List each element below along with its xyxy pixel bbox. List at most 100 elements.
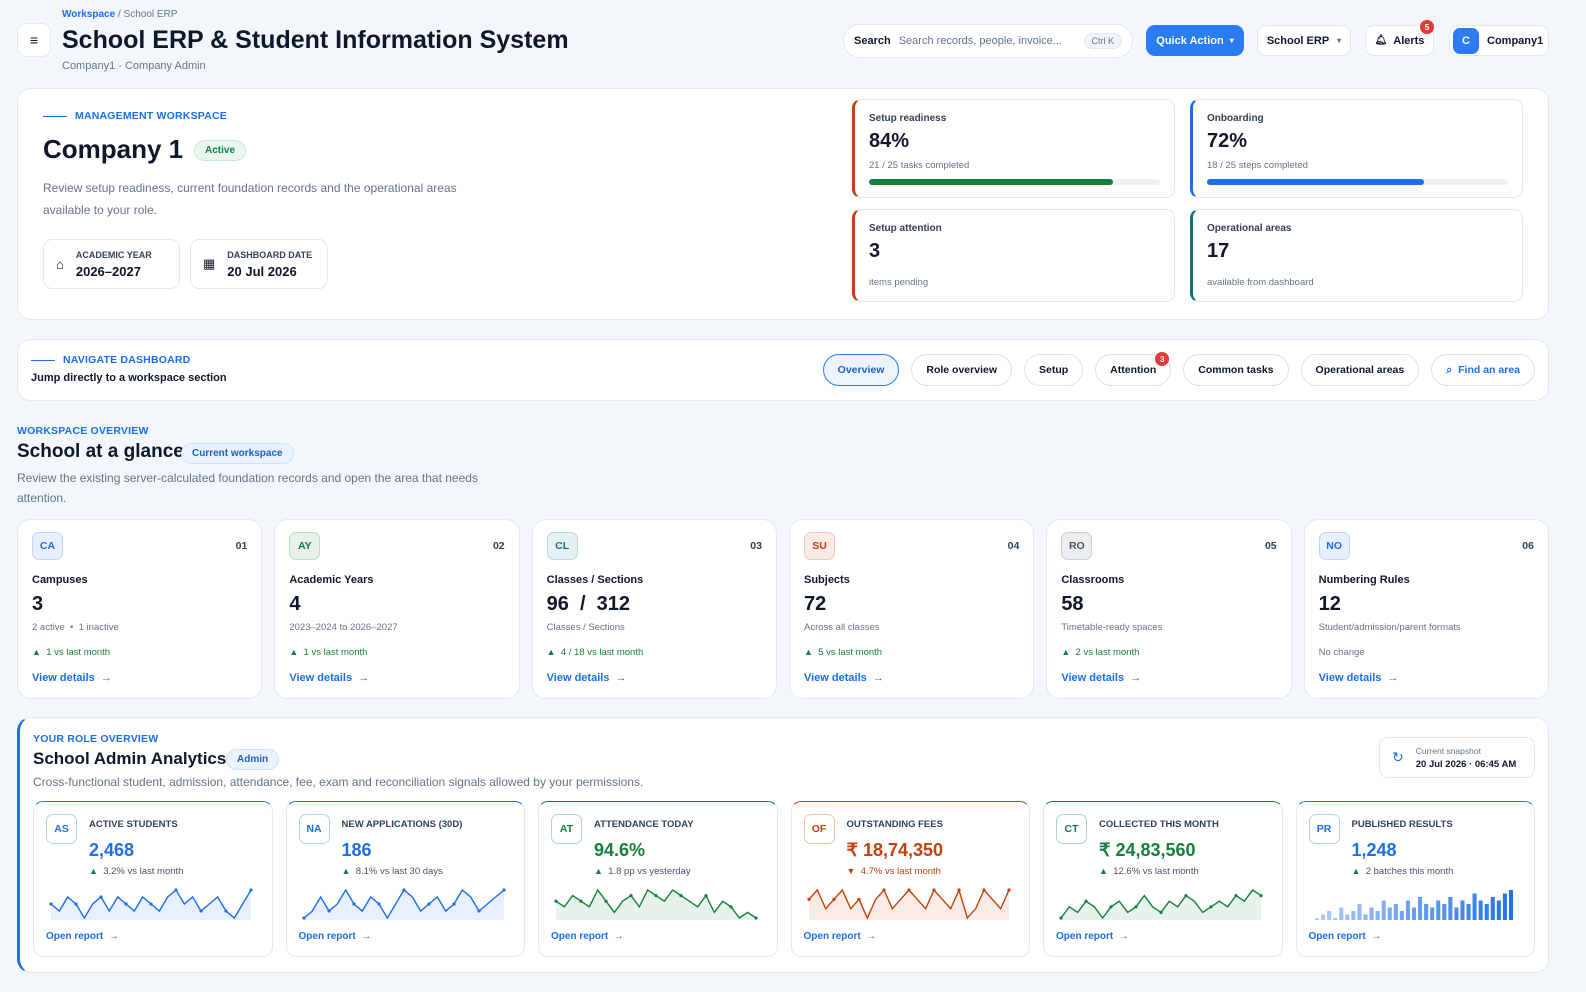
spark-bar — [1356, 904, 1361, 920]
module-label: School ERP — [1266, 34, 1330, 47]
spark-dot — [301, 916, 306, 920]
stat-value: 72% — [1207, 130, 1248, 152]
spark-dot — [199, 909, 203, 913]
card-link[interactable]: View details → — [1318, 672, 1399, 684]
nav-tab[interactable]: Role overview — [911, 354, 1012, 386]
stat-value: 84% — [869, 130, 910, 152]
card-change-text: 4 / 18 vs last month — [560, 647, 644, 658]
attention-badge: 3 — [1155, 352, 1170, 366]
card-link[interactable]: View details → — [1061, 672, 1142, 684]
spark-bar — [1387, 907, 1392, 920]
kpi-value: 186 — [341, 840, 372, 860]
stat-note: 18 / 25 steps completed — [1207, 160, 1308, 171]
spark-dot — [224, 909, 228, 913]
kpi-title: OUTSTANDING FEES — [846, 819, 943, 830]
spark-dot — [956, 888, 961, 892]
spark-bar — [1375, 911, 1380, 920]
kpi-link[interactable]: Open report → — [1056, 931, 1129, 942]
spark-area — [1061, 890, 1261, 920]
kpi-link[interactable]: Open report → — [298, 931, 372, 942]
spark-dot — [654, 894, 658, 898]
kpi-link[interactable]: Open report → — [551, 931, 624, 942]
spark-dot — [1059, 916, 1063, 920]
role-eyebrow: YOUR ROLE OVERVIEW — [33, 733, 159, 745]
find-area[interactable]: ⌕ Find an area — [1431, 354, 1535, 386]
spark-dot — [376, 902, 381, 906]
card-code: SU — [803, 532, 835, 560]
spark-dot — [629, 894, 633, 898]
spark-bar — [1393, 904, 1398, 920]
kpi-link[interactable]: Open report → — [46, 931, 119, 942]
stat-note: 21 / 25 tasks completed — [869, 160, 970, 171]
card-change: ▲ 5 vs last month — [803, 647, 883, 658]
kpi-link[interactable]: Open report → — [1308, 931, 1382, 942]
spark-dot — [1234, 894, 1238, 898]
card-change: ▲ 2 vs last month — [1061, 647, 1140, 658]
card-link-label: View details — [32, 672, 95, 684]
spark-dot — [249, 888, 253, 892]
spark-dot — [1109, 905, 1113, 909]
card-note: 2 active • 1 inactive — [32, 622, 119, 633]
nav-tab[interactable]: Attention 3 — [1095, 352, 1172, 386]
meta-item: ⌂ ACADEMIC YEAR 2026–2027 — [43, 239, 180, 289]
kpi-link[interactable]: Open report → — [803, 931, 877, 942]
card-change: ▲ 4 / 18 vs last month — [546, 647, 644, 658]
spark-area — [808, 890, 1009, 920]
spark-bar — [1478, 900, 1483, 920]
nav-subtitle: Jump directly to a workspace section — [31, 372, 227, 384]
nav-tab[interactable]: Common tasks — [1183, 354, 1289, 386]
spark-dot — [124, 902, 128, 906]
module-select[interactable]: School ERP ▾ — [1257, 25, 1351, 56]
overview-card: NO 06 Numbering Rules 12 Student/admissi… — [1303, 519, 1549, 699]
breadcrumb-link[interactable]: Workspace — [62, 9, 116, 20]
overview-card: AY 02 Academic Years 4 2023–2024 to 2026… — [274, 519, 520, 699]
card-value: 58 — [1061, 593, 1084, 615]
nav-tab[interactable]: Setup — [1024, 354, 1084, 386]
card-change-text: 1 vs last month — [303, 647, 368, 658]
role-description: Cross-functional student, admission, att… — [33, 775, 644, 789]
spark-bar — [1411, 907, 1416, 920]
hero-stats: Setup readiness 84% 21 / 25 tasks comple… — [852, 99, 1524, 302]
kpi-link-label: Open report — [46, 931, 104, 942]
alerts-badge: 5 — [1420, 20, 1434, 34]
stat-card: Setup attention 3 items pending — [852, 209, 1175, 302]
spark-dot — [1209, 905, 1213, 909]
nav-tab-label: Setup — [1039, 364, 1069, 376]
card-link[interactable]: View details → — [32, 672, 112, 684]
nav-tab[interactable]: Overview — [822, 354, 900, 386]
kpi-card: OF OUTSTANDING FEES ₹ 18,74,350 ▼ 4.7% v… — [790, 801, 1030, 957]
shortcut: Ctrl K — [1083, 33, 1122, 49]
nav-tab-label: Operational areas — [1315, 364, 1405, 376]
kpi-title: ATTENDANCE TODAY — [594, 819, 694, 830]
spark-dot — [704, 894, 708, 898]
card-code: NO — [1318, 532, 1350, 560]
overview-description: Review the existing server-calculated fo… — [17, 471, 478, 505]
search-box[interactable]: Search Search records, people, invoice..… — [843, 24, 1133, 58]
nav-tab[interactable]: Operational areas — [1300, 354, 1420, 386]
card-change: ▲ 1 vs last month — [289, 647, 368, 658]
menu-button[interactable]: ≡ — [17, 23, 51, 57]
spark-dot — [1184, 894, 1188, 898]
quick-action[interactable]: Quick Action ▾ — [1146, 25, 1244, 56]
sparkline-chart — [49, 888, 253, 920]
card-value: 12 — [1318, 593, 1341, 615]
card-link[interactable]: View details → — [803, 672, 884, 684]
account-button[interactable]: C Company1 — [1449, 25, 1549, 56]
spark-dot — [981, 888, 986, 892]
progress-track — [869, 179, 1160, 185]
nav-tabs: Overview Role overview Setup Attention 3… — [822, 352, 1535, 386]
kpi-code: PR — [1308, 814, 1340, 844]
nav-tab-label: Overview — [837, 364, 885, 376]
kpi-card: NA NEW APPLICATIONS (30D) 186 ▲ 8.1% vs … — [285, 801, 525, 957]
spark-dot — [679, 894, 683, 898]
spark-bar — [1326, 911, 1331, 920]
spark-bar — [1399, 911, 1404, 920]
card-link[interactable]: View details → — [546, 672, 627, 684]
card-link-label: View details — [803, 672, 867, 684]
nav-eyebrow: NAVIGATE DASHBOARD — [63, 354, 191, 366]
card-link[interactable]: View details → — [289, 672, 370, 684]
kpi-change-text: 12.6% vs last month — [1113, 866, 1199, 877]
card-change: ▲ 1 vs last month — [32, 647, 111, 658]
spark-bar — [1466, 904, 1471, 920]
stat-card: Operational areas 17 available from dash… — [1190, 209, 1523, 302]
